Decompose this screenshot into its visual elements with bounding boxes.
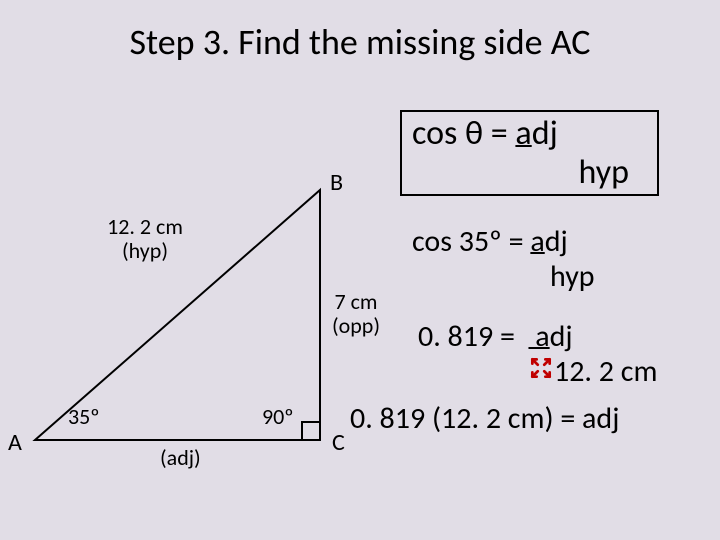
opp-role: (opp): [332, 312, 380, 339]
right-angle-marker: [302, 422, 320, 440]
angle-A-label: 35º: [68, 405, 100, 429]
triangle-diagram: A B C 12. 2 cm (hyp) 7 cm (opp) (adj) 35…: [30, 150, 380, 470]
formula-line1: cos θ = adj: [412, 114, 647, 153]
arrows-svg: [528, 355, 554, 381]
formula-line2-text: hyp: [579, 152, 630, 193]
equation-1: cos 35º = adj hyp: [412, 225, 595, 294]
vertex-C-label: C: [332, 428, 345, 457]
eq1-line1: cos 35º = adj: [412, 225, 595, 260]
hyp-role: (hyp): [122, 237, 168, 264]
formula-box: cos θ = adj hyp: [400, 110, 659, 196]
expand-arrows-icon: [528, 355, 554, 388]
formula-line1-text: cos θ = adj: [412, 113, 558, 154]
opp-label: 7 cm (opp): [326, 290, 386, 338]
opp-value: 7 cm: [334, 288, 377, 315]
eq2-line1: 0. 819 = adj: [418, 320, 657, 355]
slide-title: Step 3. Find the missing side AC: [0, 20, 720, 64]
eq1-line2: hyp: [412, 260, 595, 295]
adj-label: (adj): [160, 446, 201, 470]
eq2-line2-text: 12. 2 cm: [554, 353, 657, 390]
angle-C-label: 90º: [262, 405, 294, 429]
vertex-A-label: A: [8, 428, 22, 457]
hyp-label: 12. 2 cm (hyp): [95, 215, 195, 263]
hyp-value: 12. 2 cm: [107, 213, 183, 240]
vertex-B-label: B: [330, 168, 343, 197]
equation-3: 0. 819 (12. 2 cm) = adj: [350, 402, 619, 437]
formula-line2: hyp: [412, 153, 647, 192]
